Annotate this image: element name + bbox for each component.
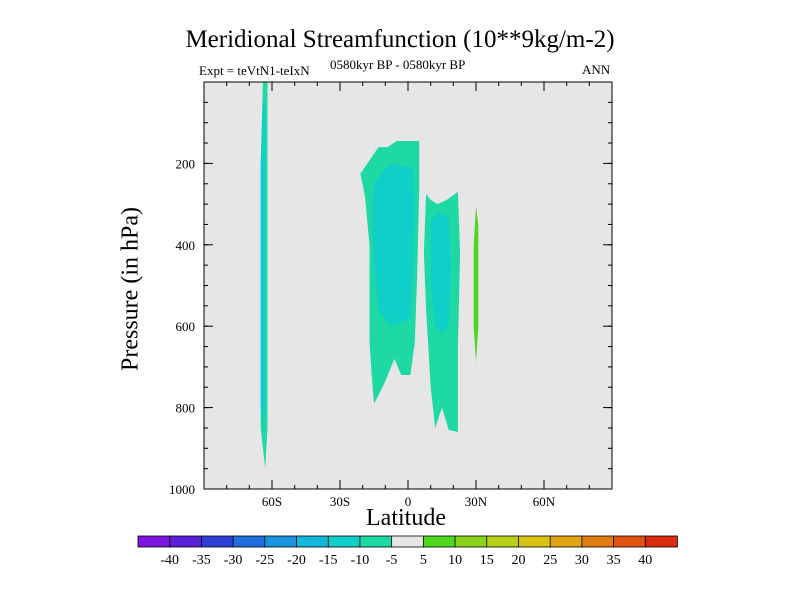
colorbar-swatch [296, 535, 330, 548]
x-tick-label: 30S [330, 494, 350, 509]
colorbar-label: 15 [480, 553, 494, 568]
y-tick-label: 200 [176, 156, 196, 171]
colorbar: -40 -35 -30 -25 -20 -15 -10 -5 5 10 15 20 25 30 35 40 [137, 535, 678, 568]
colorbar-swatch [359, 535, 393, 548]
colorbar-swatch [169, 535, 203, 548]
colorbar-swatch [613, 535, 647, 548]
x-tick-label: 60S [262, 494, 282, 509]
x-tick-label: 60N [533, 494, 556, 509]
y-tick-label: 1000 [169, 482, 195, 497]
experiment-label: Expt = teVtN1-teIxN [199, 63, 310, 78]
colorbar-swatch [391, 535, 425, 548]
colorbar-label: 40 [638, 553, 652, 568]
colorbar-label: -40 [160, 553, 179, 568]
colorbar-swatch [549, 535, 583, 548]
y-tick-label: 800 [176, 401, 196, 416]
colorbar-swatch [454, 535, 488, 548]
colorbar-swatch [644, 535, 678, 548]
region-tropical-south-core [371, 163, 415, 327]
contour-regions [260, 82, 479, 469]
region-tropical-north-core [430, 212, 452, 335]
chart-title: Meridional Streamfunction (10**9kg/m-2) [185, 26, 615, 53]
colorbar-swatch [327, 535, 361, 548]
colorbar-swatch [486, 535, 520, 548]
colorbar-label: 35 [607, 553, 621, 568]
colorbar-label: -20 [287, 553, 306, 568]
colorbar-label: 30 [575, 553, 589, 568]
colorbar-label: 20 [512, 553, 526, 568]
x-tick-label: 30N [465, 494, 488, 509]
colorbar-swatch [137, 535, 171, 548]
colorbar-swatch [232, 535, 266, 548]
colorbar-label: 10 [448, 553, 462, 568]
colorbar-label: -15 [319, 553, 338, 568]
season-label: ANN [582, 62, 611, 77]
region-northern-positive-cell [473, 206, 479, 363]
colorbar-swatch [201, 535, 234, 548]
time-range-label: 0580kyr BP - 0580kyr BP [330, 57, 466, 72]
colorbar-swatch [581, 535, 615, 548]
y-tick-label: 600 [176, 319, 196, 334]
colorbar-label: -30 [224, 553, 243, 568]
x-axis-label: Latitude [366, 505, 446, 531]
region-southern-high-lat-core [260, 102, 266, 428]
colorbar-label: -5 [386, 553, 398, 568]
colorbar-swatch [422, 535, 456, 548]
colorbar-label: -10 [351, 553, 370, 568]
colorbar-label: -35 [192, 553, 211, 568]
colorbar-label: 25 [543, 553, 557, 568]
colorbar-swatch [518, 535, 551, 548]
x-tick-label: 0 [405, 494, 412, 509]
colorbar-label: -25 [255, 553, 274, 568]
colorbar-label: 5 [420, 553, 427, 568]
axis-ticks: 60S 30S 0 30N 60N 200 400 600 800 1000 [169, 81, 613, 509]
y-tick-label: 400 [176, 238, 196, 253]
colorbar-swatch [264, 535, 298, 548]
